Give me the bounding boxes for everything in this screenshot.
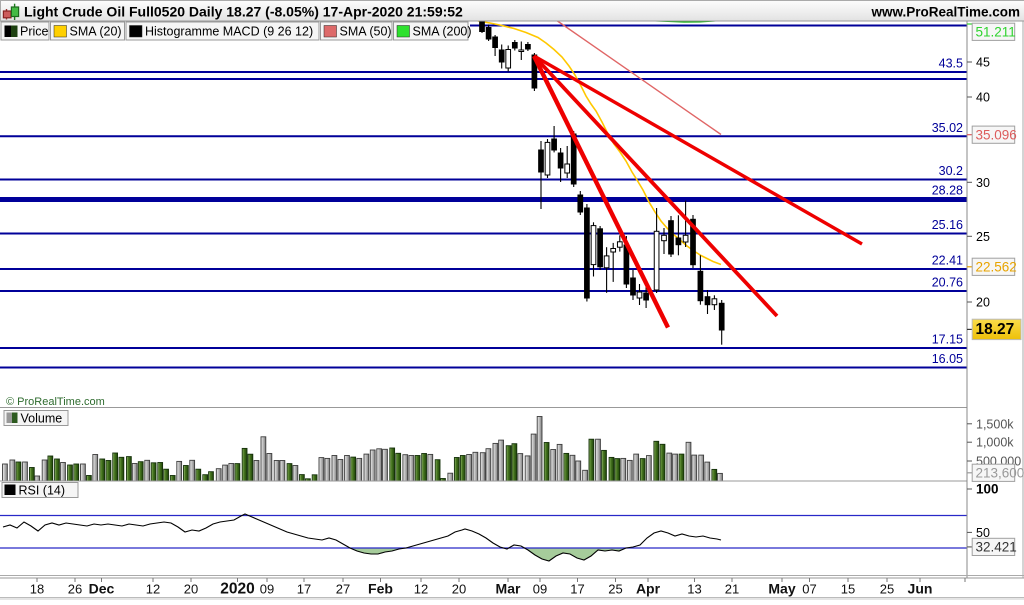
- svg-text:© ProRealTime.com: © ProRealTime.com: [6, 396, 105, 408]
- svg-text:07: 07: [802, 582, 816, 597]
- svg-text:Jun: Jun: [908, 581, 933, 597]
- svg-text:18.27: 18.27: [976, 321, 1015, 338]
- svg-text:25.16: 25.16: [932, 218, 963, 232]
- svg-text:09: 09: [533, 582, 547, 597]
- svg-text:12: 12: [414, 582, 428, 597]
- svg-text:09: 09: [260, 582, 274, 597]
- svg-text:17: 17: [297, 582, 311, 597]
- svg-text:2020: 2020: [220, 581, 254, 598]
- svg-text:100: 100: [976, 482, 999, 497]
- svg-text:SMA (50): SMA (50): [340, 25, 392, 39]
- svg-text:RSI (14): RSI (14): [19, 484, 66, 498]
- svg-text:22.562: 22.562: [976, 260, 1017, 275]
- svg-text:1,500k: 1,500k: [976, 417, 1014, 431]
- svg-text:25: 25: [608, 582, 622, 597]
- svg-text:May: May: [768, 581, 795, 597]
- svg-text:35.02: 35.02: [932, 121, 963, 135]
- svg-text:20: 20: [452, 582, 466, 597]
- svg-text:20: 20: [184, 582, 198, 597]
- svg-text:Feb: Feb: [368, 581, 393, 597]
- svg-text:35.096: 35.096: [976, 128, 1017, 143]
- svg-text:Dec: Dec: [89, 581, 115, 597]
- svg-text:25: 25: [976, 230, 990, 244]
- svg-text:Mar: Mar: [496, 581, 521, 597]
- svg-text:20.76: 20.76: [932, 276, 963, 290]
- svg-text:32.421: 32.421: [976, 540, 1017, 555]
- svg-text:Light Crude Oil Full0520 Daily: Light Crude Oil Full0520 Daily 18.27 (-8…: [24, 4, 463, 20]
- svg-text:22.41: 22.41: [932, 254, 963, 268]
- svg-text:28.28: 28.28: [932, 184, 963, 198]
- svg-text:213,600: 213,600: [976, 466, 1024, 481]
- svg-text:18: 18: [30, 582, 44, 597]
- svg-text:17: 17: [570, 582, 584, 597]
- svg-text:12: 12: [146, 582, 160, 597]
- svg-text:17.15: 17.15: [932, 333, 963, 347]
- svg-text:40: 40: [976, 91, 990, 105]
- svg-text:Apr: Apr: [636, 581, 661, 597]
- svg-text:30.2: 30.2: [939, 164, 963, 178]
- svg-text:30: 30: [976, 176, 990, 190]
- svg-text:16.05: 16.05: [932, 352, 963, 366]
- svg-text:SMA (20): SMA (20): [70, 25, 122, 39]
- svg-text:27: 27: [336, 582, 350, 597]
- svg-text:15: 15: [841, 582, 855, 597]
- svg-text:SMA (200): SMA (200): [413, 25, 472, 39]
- svg-text:Histogramme MACD (9 26 12): Histogramme MACD (9 26 12): [145, 25, 313, 39]
- svg-text:www.ProRealTime.com: www.ProRealTime.com: [870, 5, 1020, 20]
- svg-text:20: 20: [976, 296, 990, 310]
- svg-text:13: 13: [687, 582, 701, 597]
- svg-text:Volume: Volume: [21, 412, 63, 426]
- svg-text:43.5: 43.5: [939, 57, 963, 71]
- svg-text:45: 45: [976, 56, 990, 70]
- svg-text:51.211: 51.211: [976, 25, 1016, 40]
- svg-text:21: 21: [725, 582, 739, 597]
- svg-text:Price: Price: [20, 25, 49, 39]
- svg-text:1,000k: 1,000k: [976, 436, 1014, 450]
- svg-text:26: 26: [68, 582, 82, 597]
- svg-text:25: 25: [880, 582, 894, 597]
